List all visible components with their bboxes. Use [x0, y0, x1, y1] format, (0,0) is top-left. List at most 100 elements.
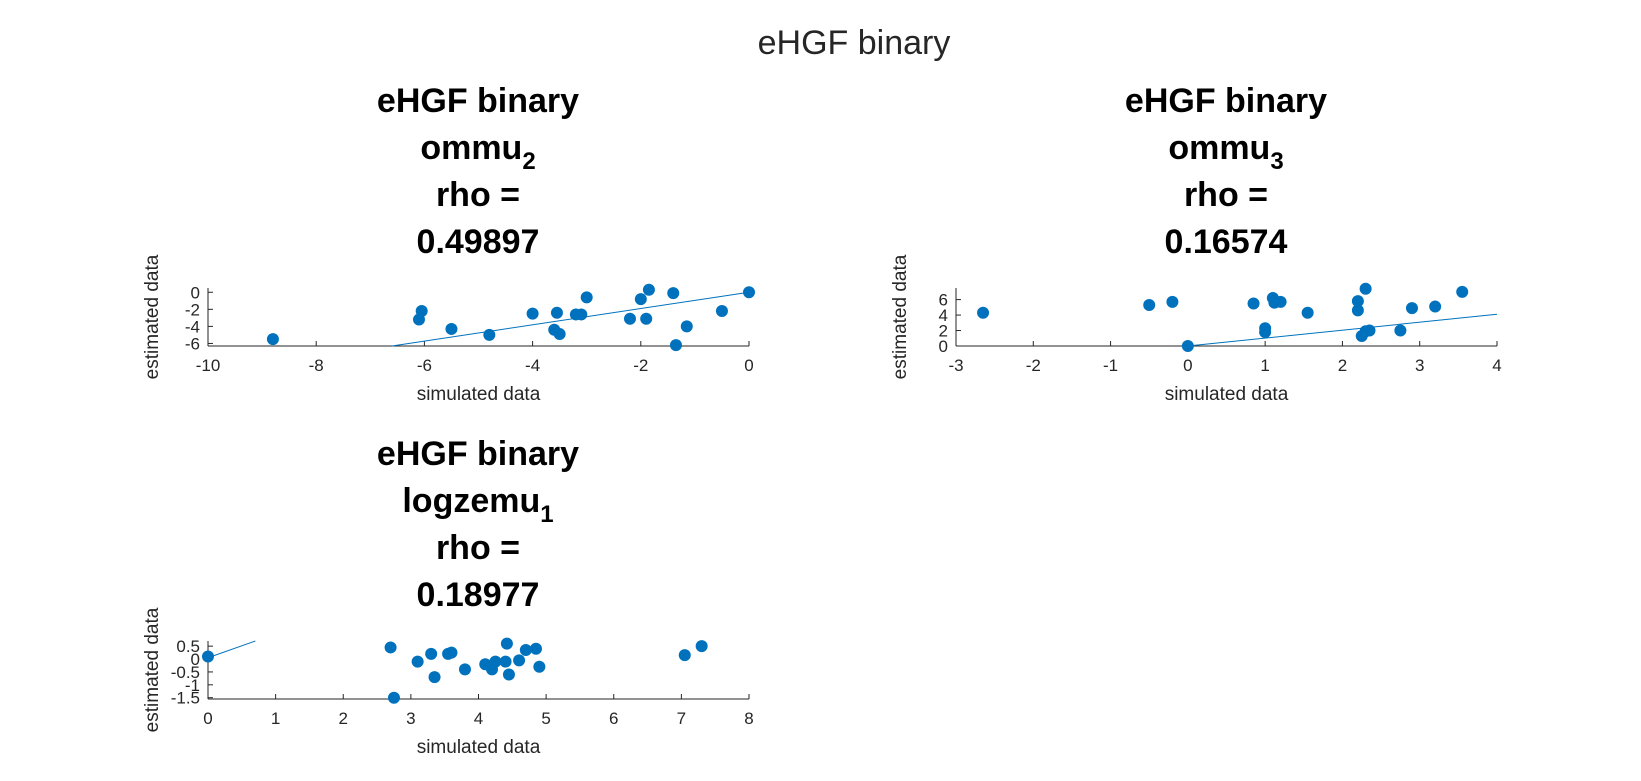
- scatter-point: [1351, 304, 1364, 317]
- fit-line: [207, 640, 256, 659]
- y-tick-label: -1.5: [171, 689, 200, 708]
- scatter-point: [680, 320, 693, 333]
- x-tick-label: -8: [309, 356, 324, 375]
- x-tick-label: 6: [609, 709, 618, 728]
- title-text: logzemu: [402, 482, 540, 520]
- x-tick-label: 4: [474, 709, 483, 728]
- scatter-point: [1274, 295, 1287, 308]
- x-tick-label: 2: [1338, 356, 1347, 375]
- scatter-point: [384, 641, 397, 654]
- title-line-3: rho =: [436, 529, 520, 567]
- scatter-point: [519, 644, 532, 657]
- scatter-point: [489, 655, 502, 668]
- scatter-point: [529, 642, 542, 655]
- title-subscript: 1: [540, 501, 553, 528]
- scatter-point: [669, 339, 682, 352]
- scatter-point: [642, 283, 655, 296]
- scatter-point: [715, 305, 728, 318]
- title-text: 0.49897: [417, 223, 540, 261]
- title-text: 0.18977: [417, 576, 540, 614]
- scatter-point: [1394, 324, 1407, 337]
- title-text: ommu: [420, 129, 522, 167]
- scatter-point: [411, 655, 424, 668]
- x-tick-label: 3: [406, 709, 415, 728]
- scatter-point: [266, 333, 279, 346]
- x-tick-label: 0: [1183, 356, 1192, 375]
- title-text: eHGF binary: [377, 82, 579, 120]
- x-tick-label: -1: [1103, 356, 1118, 375]
- x-tick-label: -2: [633, 356, 648, 375]
- x-tick-label: 0: [203, 709, 212, 728]
- title-line-2: logzemu1: [402, 482, 553, 528]
- figure-title: eHGF binary: [758, 24, 951, 62]
- y-axis-label: estimated data: [890, 254, 911, 379]
- scatter-point: [1429, 300, 1442, 313]
- scatter-point: [550, 306, 563, 319]
- scatter-point: [553, 328, 566, 341]
- x-tick-label: -6: [417, 356, 432, 375]
- y-tick-label: 0: [191, 650, 200, 669]
- y-tick-label: 0.5: [176, 637, 200, 656]
- y-axis-label: estimated data: [142, 607, 163, 732]
- scatter-point: [1351, 295, 1364, 308]
- title-line-2: ommu2: [420, 129, 535, 175]
- scatter-point: [1166, 295, 1179, 308]
- y-tick-label: -0.5: [171, 663, 200, 682]
- scatter-point: [1301, 306, 1314, 319]
- title-line-4: 0.49897: [417, 223, 540, 261]
- scatter-point: [1405, 302, 1418, 315]
- y-tick-label: 0: [191, 283, 200, 302]
- title-line-4: 0.16574: [1165, 223, 1288, 261]
- scatter-point: [623, 312, 636, 325]
- scatter-point: [1143, 299, 1156, 312]
- y-tick-label: -1: [185, 676, 200, 695]
- y-tick-label: -4: [185, 317, 200, 336]
- scatter-point: [513, 654, 526, 667]
- title-subscript: 2: [522, 148, 535, 175]
- y-tick-label: -6: [185, 334, 200, 353]
- title-line-3: rho =: [436, 176, 520, 214]
- scatter-point: [575, 308, 588, 321]
- scatter-point: [445, 322, 458, 335]
- title-line-1: eHGF binary: [1125, 82, 1327, 120]
- x-tick-label: -2: [1026, 356, 1041, 375]
- scatter-point: [1259, 326, 1272, 339]
- title-text: eHGF binary: [377, 435, 579, 473]
- scatter-point: [1456, 285, 1469, 298]
- y-axis-label: estimated data: [142, 254, 163, 379]
- x-tick-label: 0: [744, 356, 753, 375]
- scatter-point: [640, 312, 653, 325]
- x-tick-label: 1: [271, 709, 280, 728]
- y-tick-label: 4: [939, 306, 948, 325]
- scatter-point: [634, 293, 647, 306]
- x-tick-label: -10: [196, 356, 221, 375]
- title-text: eHGF binary: [1125, 82, 1327, 120]
- scatter-point: [458, 663, 471, 676]
- title-line-2: ommu3: [1168, 129, 1283, 175]
- title-subscript: 3: [1270, 148, 1283, 175]
- scatter-point: [500, 637, 513, 650]
- y-tick-label: 2: [939, 322, 948, 341]
- scatter-point: [667, 287, 680, 300]
- fit-line: [391, 291, 750, 347]
- scatter-point: [526, 307, 539, 320]
- scatter-point: [387, 691, 400, 704]
- title-text: ommu: [1168, 129, 1270, 167]
- scatter-point: [499, 655, 512, 668]
- y-tick-label: -2: [185, 300, 200, 319]
- x-tick-label: -4: [525, 356, 540, 375]
- x-tick-label: 3: [1415, 356, 1424, 375]
- scatter-point: [415, 305, 428, 318]
- scatter-point: [445, 646, 458, 659]
- scatter-point: [743, 286, 755, 299]
- x-tick-label: -3: [948, 356, 963, 375]
- scatter-point: [1181, 340, 1194, 352]
- x-tick-label: 4: [1492, 356, 1501, 375]
- x-axis-label: simulated data: [417, 384, 541, 405]
